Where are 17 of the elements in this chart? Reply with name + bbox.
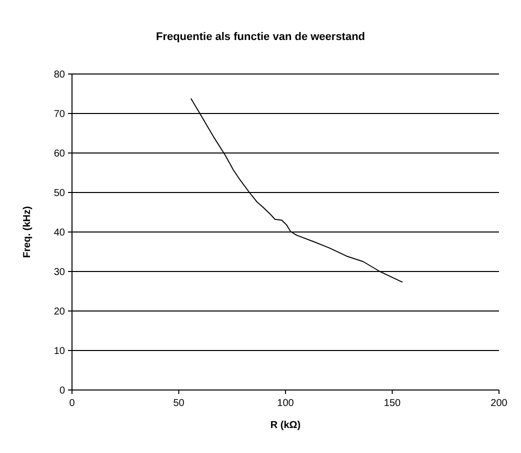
chart-title: Frequentie als functie van de weerstand (156, 31, 366, 43)
x-tick-label: 100 (277, 398, 294, 409)
x-tick-label: 0 (69, 398, 76, 409)
y-tick-label: 20 (54, 306, 66, 318)
y-axis-title: Freq. (kHz) (22, 206, 33, 258)
y-tick-label: 40 (54, 228, 66, 238)
y-tick-label: 10 (54, 346, 66, 357)
x-axis-title: R (kΩ) (270, 420, 301, 431)
y-tick-label: 70 (54, 109, 66, 120)
x-tick-label: 50 (173, 398, 185, 409)
y-tick-label: 60 (54, 148, 66, 160)
y-tick-label: 0 (59, 386, 66, 396)
x-tick-label: 150 (384, 398, 402, 409)
y-tick-label: 80 (54, 70, 66, 80)
y-tick-label: 30 (54, 267, 66, 278)
x-tick-label: 200 (490, 398, 508, 409)
y-tick-label: 50 (54, 188, 66, 199)
